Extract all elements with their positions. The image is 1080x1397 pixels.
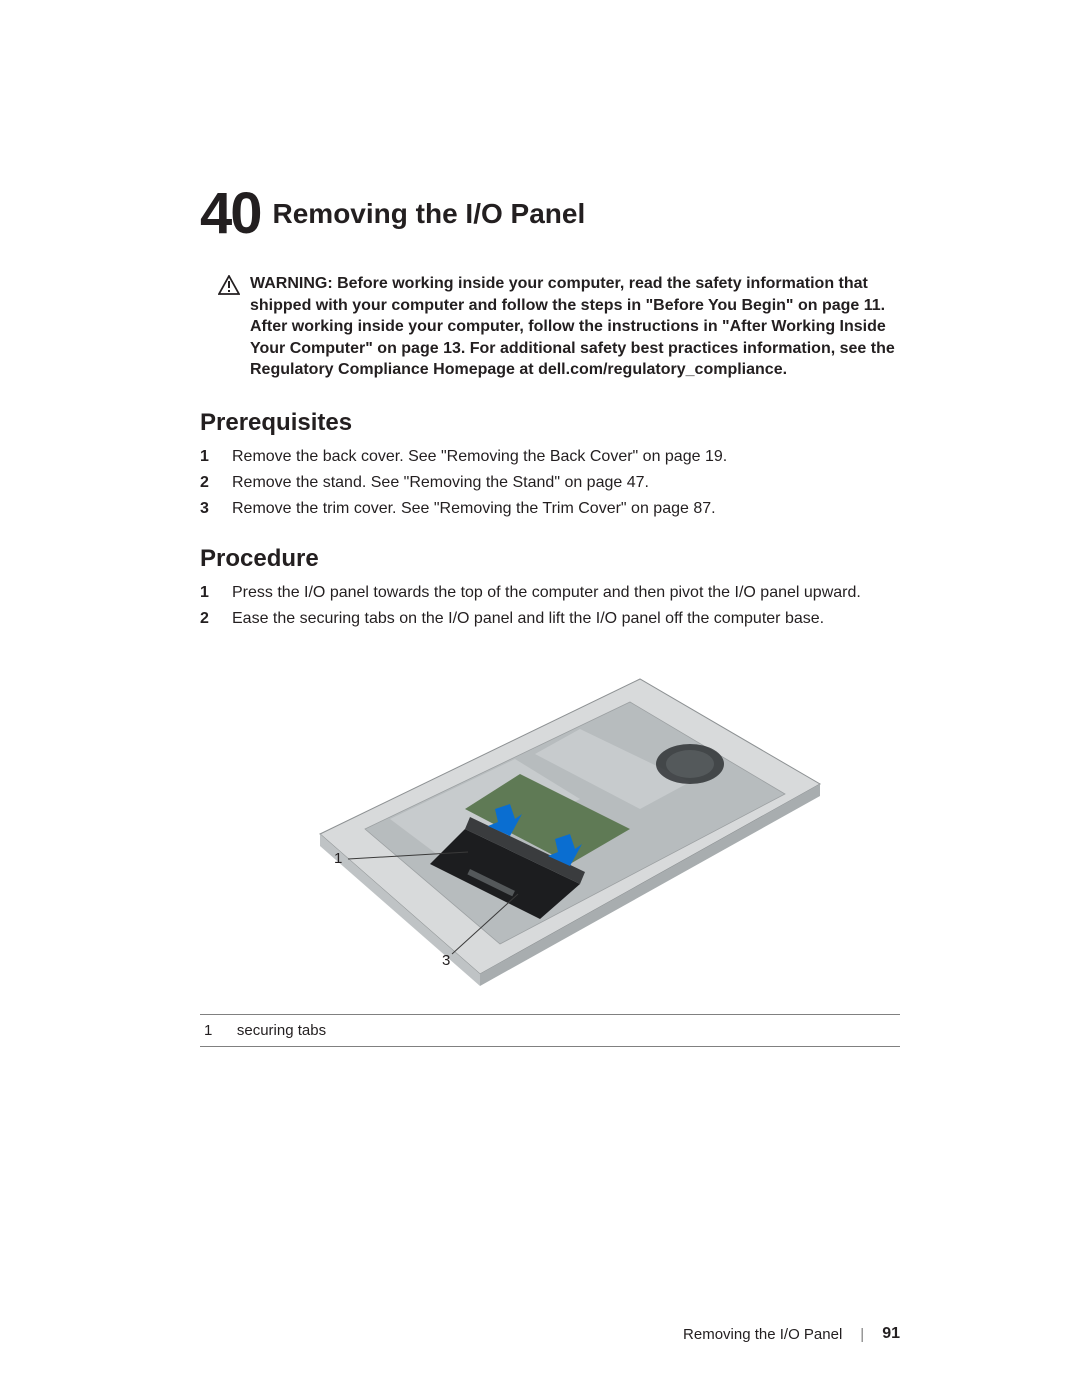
prerequisites-heading: Prerequisites [200, 409, 900, 437]
procedure-list: 1 Press the I/O panel towards the top of… [200, 581, 900, 630]
legend-desc: securing tabs [233, 1014, 550, 1046]
warning-label: WARNING: [250, 275, 333, 292]
chapter-header: 40 Removing the I/O Panel [200, 185, 900, 243]
list-item: 1 Press the I/O panel towards the top of… [200, 581, 900, 604]
item-text: Remove the stand. See "Removing the Stan… [232, 471, 900, 494]
footer-section: Removing the I/O Panel [683, 1326, 842, 1343]
item-text: Ease the securing tabs on the I/O panel … [232, 607, 900, 630]
legend-desc [583, 1014, 900, 1046]
footer-separator: | [860, 1326, 864, 1343]
legend-number: 1 [200, 1014, 233, 1046]
computer-diagram [270, 654, 830, 1004]
prerequisites-list: 1 Remove the back cover. See "Removing t… [200, 445, 900, 521]
callout-1: 1 [334, 850, 342, 867]
warning-icon [218, 275, 240, 381]
item-number: 1 [200, 581, 218, 604]
page-footer: Removing the I/O Panel | 91 [683, 1325, 900, 1343]
item-number: 1 [200, 445, 218, 468]
list-item: 2 Ease the securing tabs on the I/O pane… [200, 607, 900, 630]
item-text: Remove the back cover. See "Removing the… [232, 445, 900, 468]
item-text: Remove the trim cover. See "Removing the… [232, 497, 900, 520]
item-number: 3 [200, 497, 218, 520]
item-text: Press the I/O panel towards the top of t… [232, 581, 900, 604]
procedure-heading: Procedure [200, 545, 900, 573]
warning-block: WARNING: Before working inside your comp… [200, 273, 900, 381]
callout-3: 3 [442, 952, 450, 969]
item-number: 2 [200, 471, 218, 494]
list-item: 3 Remove the trim cover. See "Removing t… [200, 497, 900, 520]
item-number: 2 [200, 607, 218, 630]
list-item: 1 Remove the back cover. See "Removing t… [200, 445, 900, 468]
chapter-number: 40 [200, 185, 261, 243]
chapter-title: Removing the I/O Panel [273, 199, 586, 230]
legend-row: 1 securing tabs [200, 1014, 900, 1046]
warning-body: Before working inside your computer, rea… [250, 275, 895, 378]
figure: 1 3 [270, 654, 830, 1004]
page-number: 91 [882, 1325, 900, 1343]
warning-text: WARNING: Before working inside your comp… [250, 273, 900, 381]
figure-legend: 1 securing tabs [200, 1014, 900, 1047]
list-item: 2 Remove the stand. See "Removing the St… [200, 471, 900, 494]
legend-number [550, 1014, 583, 1046]
